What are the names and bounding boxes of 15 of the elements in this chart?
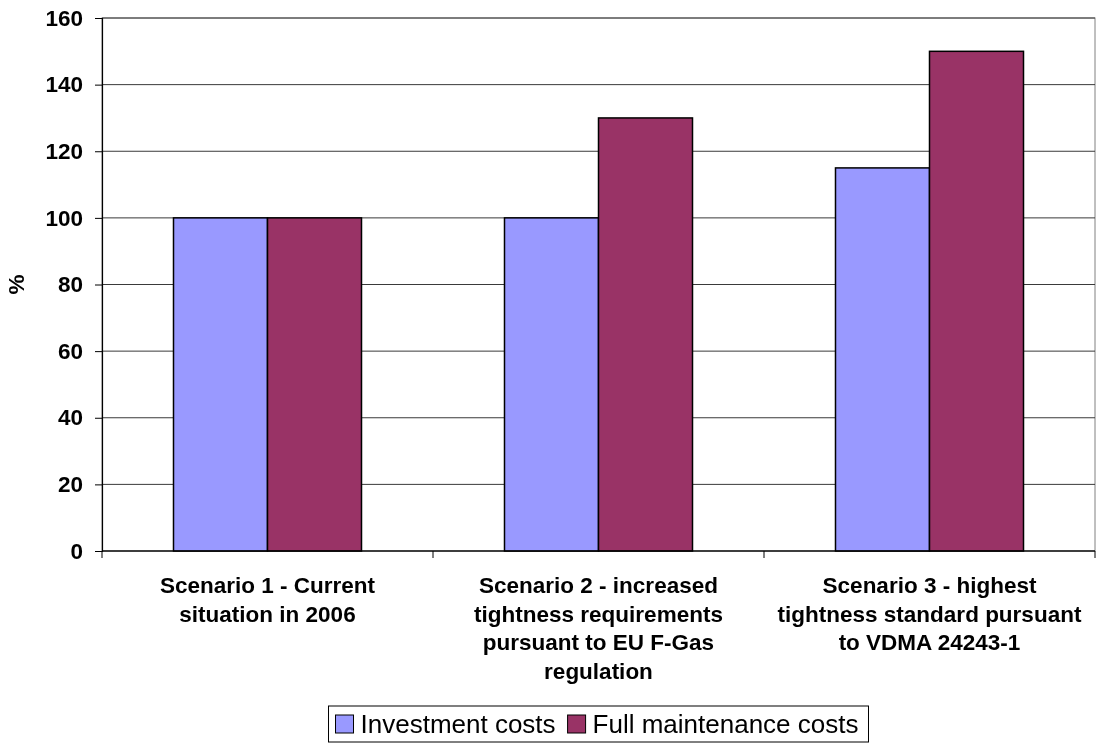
- y-tick-label: 80: [57, 272, 83, 298]
- y-axis-title: %: [4, 274, 29, 295]
- legend-label: Full maintenance costs: [592, 709, 859, 739]
- y-tick-label: 20: [57, 472, 83, 498]
- x-tick-label: Scenario 2 - increased tightness requirements pursuant to EU F-Gas regulation: [474, 573, 723, 684]
- y-tick-label: 60: [57, 338, 83, 364]
- y-tick-label: 0: [70, 538, 83, 564]
- y-tick-label: 160: [45, 5, 83, 31]
- legend-label: Investment costs: [360, 709, 556, 739]
- x-tick-label: Scenario 3 - highest tightness standard pursuant to VDMA 24243-1: [777, 573, 1082, 656]
- y-tick-label: 100: [45, 205, 83, 231]
- y-tick-label: 120: [45, 138, 83, 164]
- y-tick-label: 40: [57, 405, 83, 431]
- y-tick-label: 140: [45, 72, 83, 98]
- x-tick-label: Scenario 1 - Current situation in 2006: [159, 573, 376, 627]
